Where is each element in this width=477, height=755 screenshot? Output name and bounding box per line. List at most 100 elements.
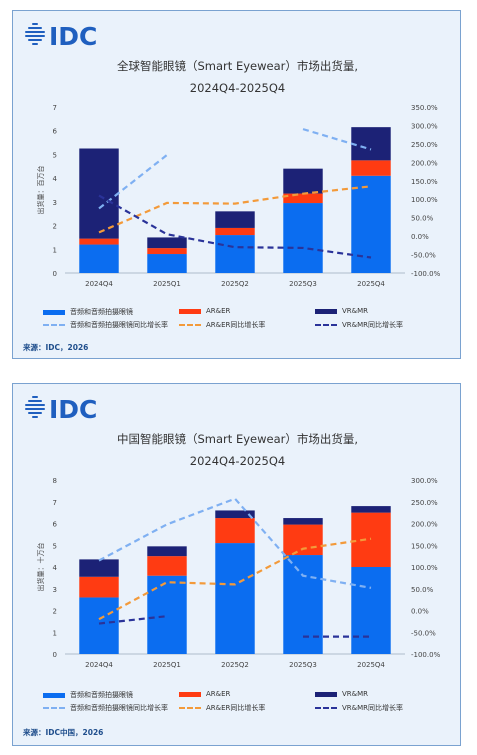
y2-tick-label: 100.0% <box>411 564 438 572</box>
bar-segment <box>79 148 119 239</box>
bar-segment <box>147 575 187 654</box>
x-tick-label: 2025Q1 <box>153 280 181 288</box>
y-tick-label: 6 <box>53 128 58 136</box>
y-tick-label: 1 <box>53 629 57 637</box>
bar-segment <box>147 556 187 576</box>
y2-tick-label: 250.0% <box>411 499 438 507</box>
y-tick-label: 7 <box>53 499 57 507</box>
bar-segment <box>351 506 391 513</box>
y-tick-label: 0 <box>53 651 57 659</box>
svg-text:IDC: IDC <box>49 22 97 51</box>
bar-segment <box>215 235 255 273</box>
legend-ar-yoy: AR&ER同比增长率 <box>179 703 265 713</box>
y-tick-label: 6 <box>53 521 58 529</box>
x-tick-label: 2025Q3 <box>289 280 317 288</box>
y-tick-label: 5 <box>53 151 57 159</box>
y2-tick-label: 300.0% <box>411 477 438 485</box>
legend-ar: AR&ER <box>179 307 230 315</box>
bar-segment <box>215 543 255 654</box>
y-tick-label: 8 <box>53 477 57 485</box>
bar-segment <box>147 254 187 273</box>
y2-tick-label: 0.0% <box>411 608 429 616</box>
x-tick-label: 2025Q2 <box>221 661 249 669</box>
legend-audio-yoy: 音频和音频拍摄眼镜同比增长率 <box>43 320 168 330</box>
bar-segment <box>283 524 323 556</box>
idc-logo: IDC <box>25 22 97 51</box>
y2-tick-label: 200.0% <box>411 159 438 167</box>
bar-segment <box>215 227 255 236</box>
legend-vr: VR&MR <box>315 690 368 698</box>
bar-segment <box>215 518 255 544</box>
bar-segment <box>351 160 391 176</box>
chart-legend: 音频和音频拍摄眼镜 AR&ER VR&MR 音频和音频拍摄眼镜同比增长率 AR&… <box>13 688 462 714</box>
china-shipment-chart: 0 1 2 3 4 5 6 7 8 -100.0% -50.0% 0.0% 50.0% 100.0% 150… <box>36 477 441 669</box>
yoy-line <box>98 615 371 638</box>
global-shipment-chart: 0 1 2 3 4 5 6 7 -100.0% -50.0% 0.0% 50.0% 100.0% 150.… <box>36 104 441 288</box>
bar-segment <box>79 559 119 577</box>
bar-segment <box>147 237 187 249</box>
y-tick-label: 2 <box>53 223 57 231</box>
china-chart-panel: IDC 中国智能眼镜（Smart Eyewear）市场出货量, 2024Q4-2… <box>12 383 461 746</box>
bar-segment <box>283 168 323 194</box>
yoy-line <box>98 194 372 259</box>
bar-segment <box>147 546 187 557</box>
y-tick-label: 1 <box>53 246 57 254</box>
y2-tick-label: -100.0% <box>411 651 441 659</box>
bar-segment <box>283 203 323 273</box>
x-tick-label: 2025Q4 <box>357 280 385 288</box>
source-note: 来源：IDC，2026 <box>23 343 89 352</box>
y2-tick-label: -50.0% <box>411 252 436 260</box>
y2-tick-label: 150.0% <box>411 542 438 550</box>
x-tick-label: 2025Q2 <box>221 280 249 288</box>
legend-vr-yoy: VR&MR同比增长率 <box>315 703 403 713</box>
bar-segment <box>351 127 391 161</box>
y-tick-label: 2 <box>53 608 57 616</box>
yoy-line <box>98 497 372 589</box>
bar-segment <box>215 510 255 519</box>
legend-audio-yoy: 音频和音频拍摄眼镜同比增长率 <box>43 703 168 713</box>
y2-tick-label: -50.0% <box>411 629 436 637</box>
legend-vr-yoy: VR&MR同比增长率 <box>315 320 403 330</box>
bar-segment <box>79 576 119 598</box>
y-axis-label: 出货量：百万台 <box>36 166 45 215</box>
chart-legend: 音频和音频拍摄眼镜 AR&ER VR&MR 音频和音频拍摄眼镜同比增长率 AR&… <box>13 305 462 331</box>
legend-audio: 音频和音频拍摄眼镜 <box>43 307 133 317</box>
y2-tick-label: 100.0% <box>411 196 438 204</box>
chart-title-line2: 2024Q4-2025Q4 <box>189 454 286 468</box>
y2-tick-label: 200.0% <box>411 521 438 529</box>
x-tick-label: 2025Q4 <box>357 661 385 669</box>
bar-segment <box>79 238 119 245</box>
y2-tick-label: 50.0% <box>411 586 434 594</box>
y-tick-label: 7 <box>53 104 57 112</box>
x-tick-label: 2025Q3 <box>289 661 317 669</box>
y2-tick-label: 300.0% <box>411 122 438 130</box>
chart-title-line2: 2024Q4-2025Q4 <box>189 81 286 95</box>
x-tick-label: 2025Q1 <box>153 661 181 669</box>
yoy-line <box>98 537 372 621</box>
bar-segment <box>79 244 119 273</box>
bar-segment <box>283 193 323 204</box>
y2-tick-label: 350.0% <box>411 104 438 112</box>
legend-ar: AR&ER <box>179 690 230 698</box>
x-tick-label: 2024Q4 <box>85 280 113 288</box>
bar-segment <box>79 597 119 654</box>
y2-tick-label: 0.0% <box>411 233 429 241</box>
y-tick-label: 4 <box>53 564 58 572</box>
y-axis-label: 出货量：十万台 <box>36 543 45 592</box>
y2-tick-label: 250.0% <box>411 141 438 149</box>
source-note: 来源：IDC中国，2026 <box>23 728 104 737</box>
bar-segment <box>351 175 391 273</box>
chart-title-line1: 中国智能眼镜（Smart Eyewear）市场出货量, <box>117 432 358 446</box>
svg-text:IDC: IDC <box>49 395 97 424</box>
bar-segment <box>283 518 323 525</box>
legend-ar-yoy: AR&ER同比增长率 <box>179 320 265 330</box>
y-tick-label: 0 <box>53 270 57 278</box>
legend-audio: 音频和音频拍摄眼镜 <box>43 690 133 700</box>
bar-segment <box>147 248 187 255</box>
bar-segment <box>215 211 255 228</box>
yoy-line <box>98 185 372 234</box>
y2-tick-label: 50.0% <box>411 215 434 223</box>
legend-vr: VR&MR <box>315 307 368 315</box>
y-tick-label: 3 <box>53 199 57 207</box>
bar-segment <box>351 567 391 654</box>
